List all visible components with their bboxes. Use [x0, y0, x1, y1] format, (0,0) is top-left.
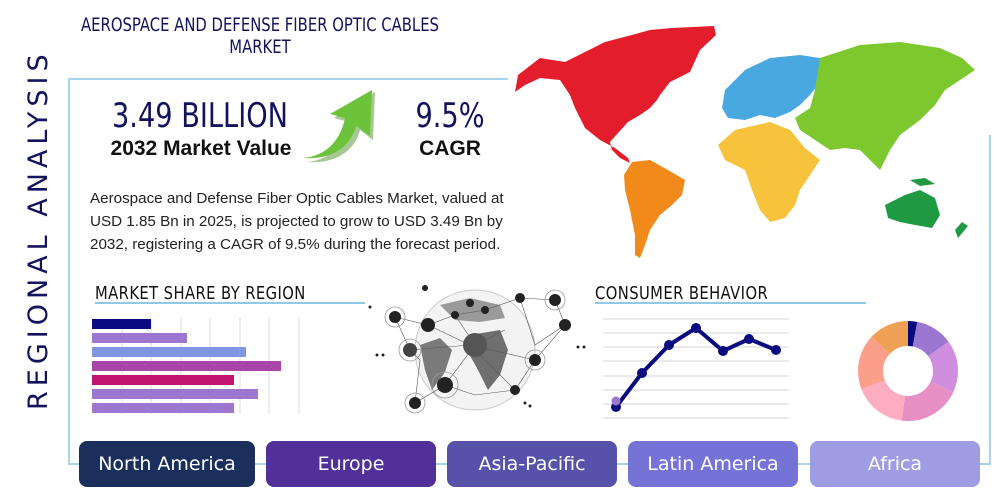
consumer-behavior-underline — [595, 302, 866, 304]
market-description: Aerospace and Defense Fiber Optic Cables… — [90, 190, 504, 253]
frame-top-line — [68, 78, 508, 80]
frame-right-line — [989, 135, 991, 465]
donut-chart — [858, 321, 958, 421]
growth-arrow-icon — [303, 90, 375, 163]
region-button-north-america[interactable]: North America — [79, 441, 255, 487]
region-label: North America — [98, 453, 236, 475]
world-map-icon — [515, 26, 975, 258]
region-button-asia-pacific[interactable]: Asia-Pacific — [447, 441, 617, 487]
region-label: Africa — [867, 453, 923, 475]
cagr-value: 9.5% — [415, 96, 485, 136]
consumer-behavior-title: CONSUMER BEHAVIOR — [595, 283, 769, 304]
market-share-title: MARKET SHARE BY REGION — [95, 283, 306, 304]
market-value: 3.49 BILLION — [112, 96, 288, 136]
region-button-latin-america[interactable]: Latin America — [628, 441, 798, 487]
page-title: AEROSPACE AND DEFENSE FIBER OPTIC CABLES… — [81, 14, 439, 58]
side-label: REGIONAL ANALYSIS — [23, 49, 54, 410]
market-share-underline — [95, 302, 365, 304]
region-button-europe[interactable]: Europe — [266, 441, 436, 487]
region-label: Europe — [317, 453, 385, 475]
globe-network-icon — [368, 285, 586, 414]
market-share-bar-chart — [92, 318, 300, 414]
region-label: Asia-Pacific — [478, 453, 586, 475]
cagr-label: CAGR — [419, 137, 481, 160]
region-button-africa[interactable]: Africa — [810, 441, 980, 487]
frame-left-line — [68, 78, 70, 464]
region-label: Latin America — [647, 453, 779, 475]
consumer-behavior-line-chart — [603, 318, 789, 419]
market-value-label: 2032 Market Value — [110, 137, 292, 160]
